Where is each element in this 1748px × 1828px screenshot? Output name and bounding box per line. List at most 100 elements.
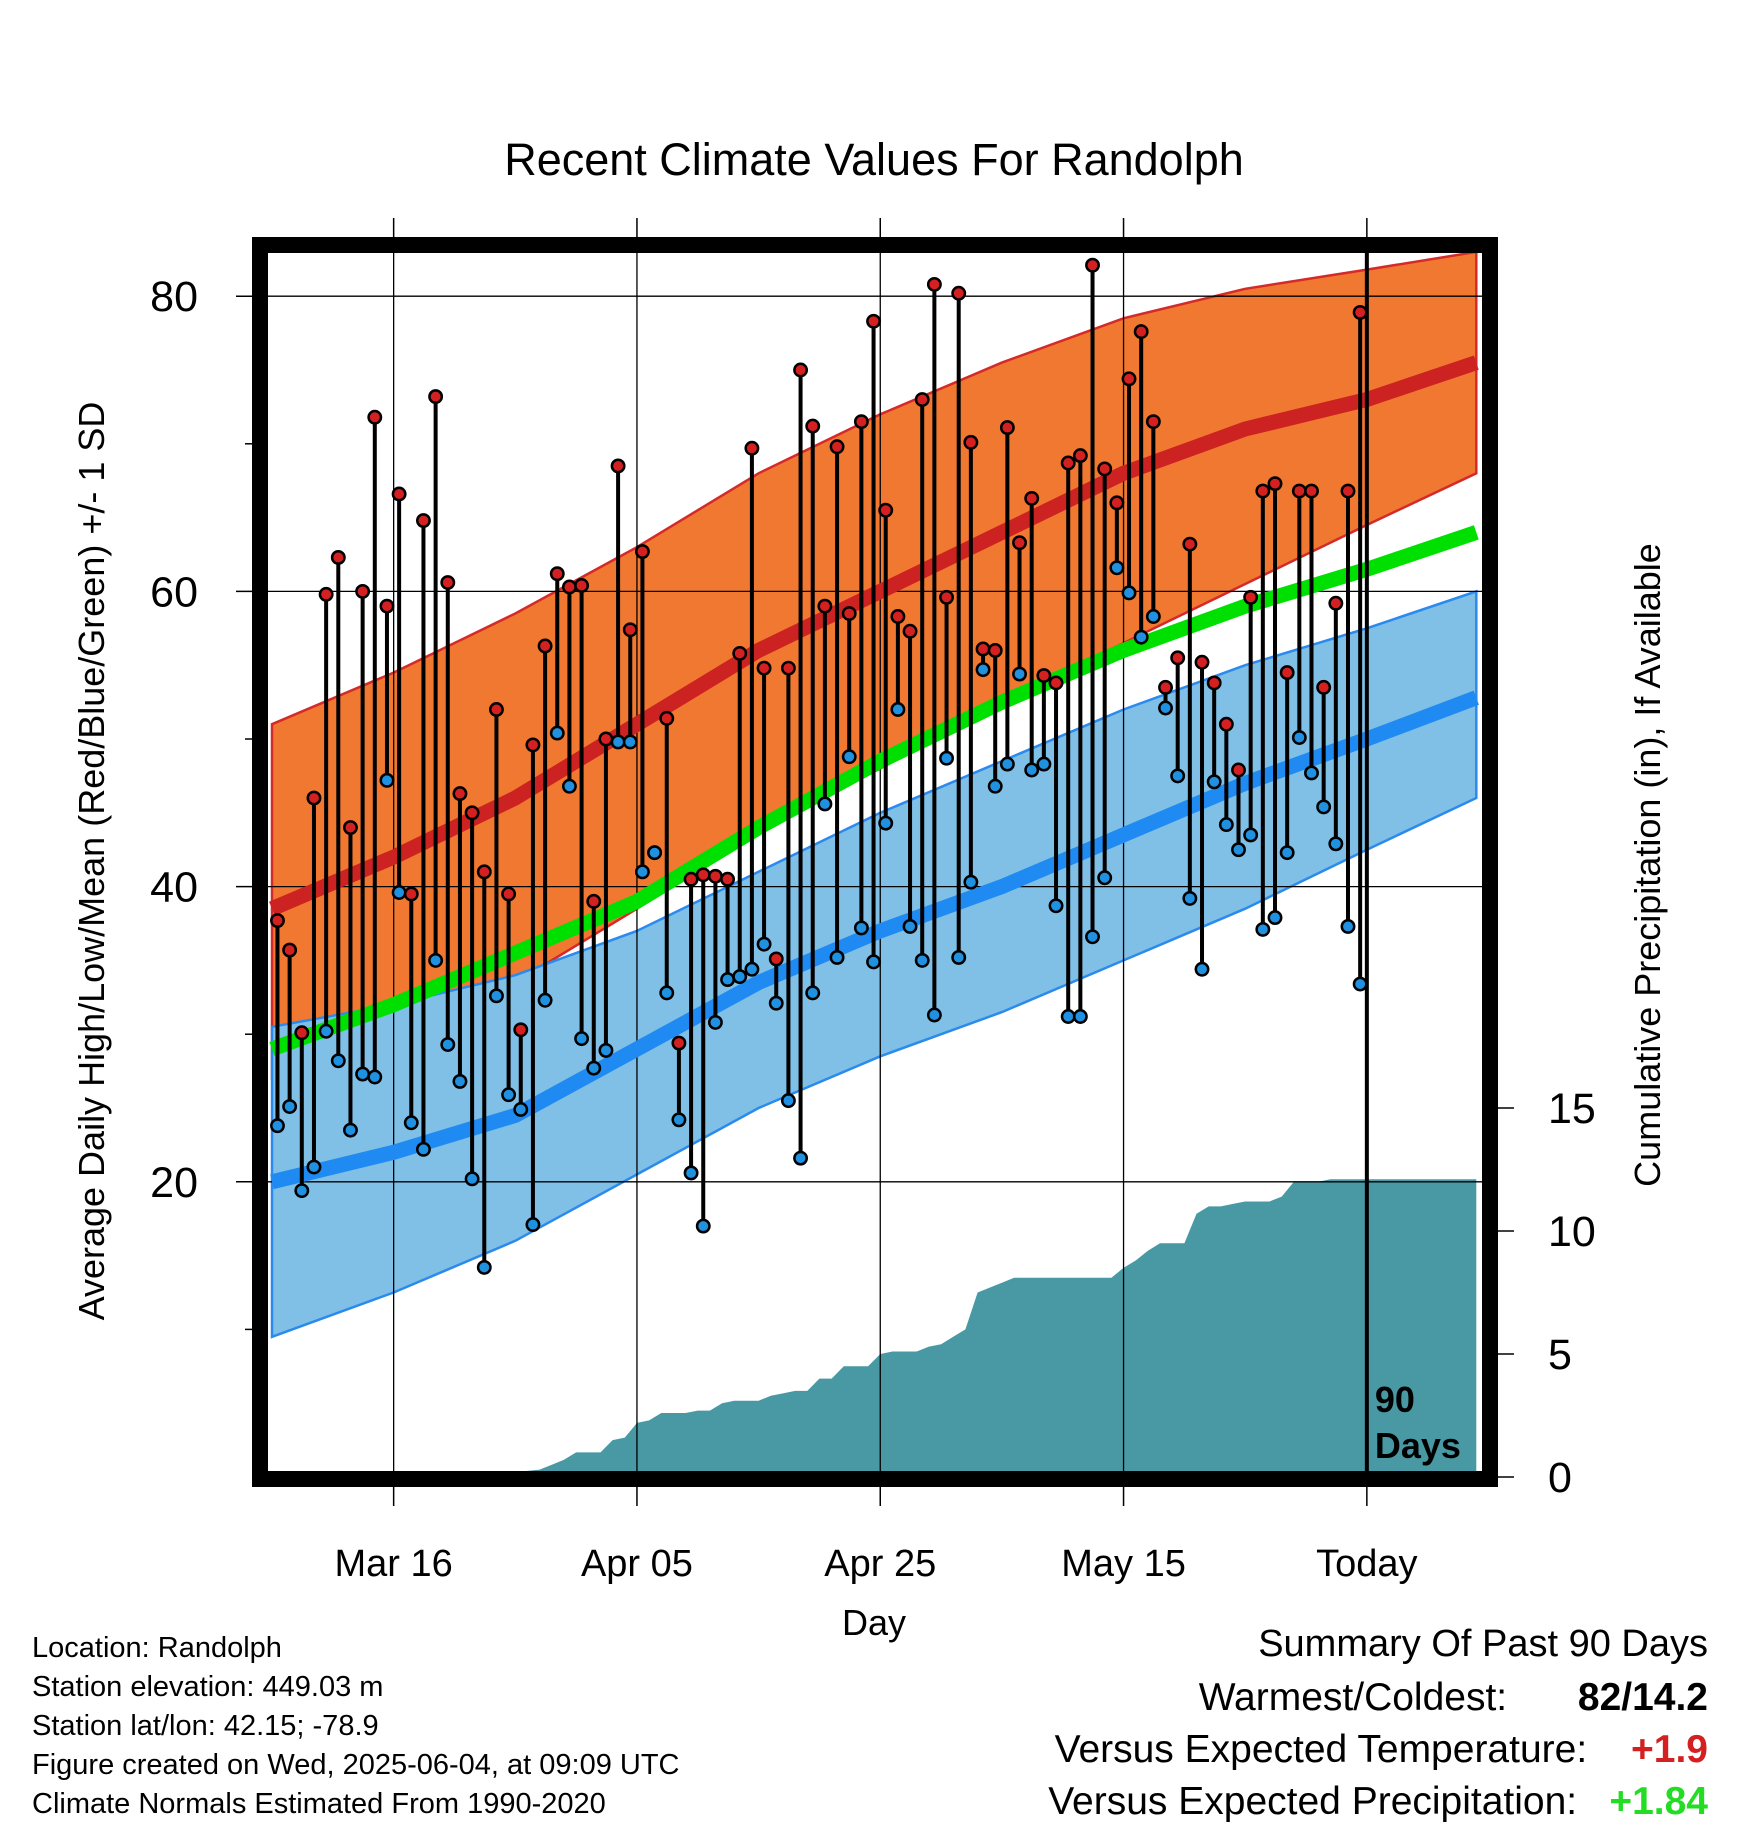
daily-low-point bbox=[1316, 799, 1332, 815]
location-text: Location: Randolph bbox=[32, 1632, 282, 1664]
daily-high-point bbox=[732, 645, 748, 661]
precip-value: +1.84 bbox=[1609, 1780, 1708, 1823]
latlon-text: Station lat/lon: 42.15; -78.9 bbox=[32, 1710, 379, 1742]
daily-high-point bbox=[1279, 665, 1295, 681]
daily-low-point bbox=[367, 1069, 383, 1085]
daily-high-point bbox=[939, 589, 954, 605]
plot-frame bbox=[252, 237, 1498, 1487]
daily-low-point bbox=[403, 1115, 419, 1131]
daily-high-point bbox=[561, 579, 577, 595]
daily-low-point bbox=[671, 1112, 687, 1128]
daily-high-point bbox=[768, 951, 784, 967]
daily-low-point bbox=[1158, 700, 1173, 716]
daily-high-point bbox=[1109, 495, 1125, 511]
daily-high-point bbox=[598, 731, 614, 747]
daily-low-point bbox=[270, 1118, 285, 1134]
daily-high-point bbox=[987, 642, 1003, 658]
daily-high-point bbox=[1060, 455, 1076, 471]
y2-tick-label: 5 bbox=[1548, 1331, 1572, 1379]
daily-high-point bbox=[1182, 536, 1198, 552]
daily-low-point bbox=[659, 985, 675, 1001]
daily-high-point bbox=[805, 418, 821, 434]
daily-low-point bbox=[1231, 842, 1246, 858]
daily-high-point bbox=[1218, 716, 1234, 732]
daily-low-point bbox=[975, 662, 991, 678]
daily-low-point bbox=[999, 756, 1015, 772]
daily-high-point bbox=[379, 598, 395, 614]
daily-high-point bbox=[1170, 650, 1186, 666]
daily-low-point bbox=[1255, 921, 1271, 937]
daily-high-point bbox=[707, 868, 723, 884]
daily-low-point bbox=[878, 815, 894, 831]
x-tick-label: Apr 05 bbox=[581, 1543, 693, 1585]
daily-high-point bbox=[622, 622, 638, 638]
daily-low-point bbox=[695, 1218, 711, 1234]
daily-low-point bbox=[1328, 836, 1344, 852]
daily-low-point bbox=[890, 702, 906, 717]
daily-high-point bbox=[975, 641, 991, 657]
daily-low-point bbox=[939, 750, 954, 766]
daily-high-point bbox=[1243, 589, 1259, 605]
daily-low-point bbox=[793, 1150, 809, 1166]
daily-low-point bbox=[1218, 817, 1234, 833]
daily-low-point bbox=[586, 1060, 602, 1076]
daily-high-point bbox=[476, 864, 492, 880]
daily-low-point bbox=[598, 1042, 614, 1058]
daily-high-point bbox=[853, 414, 869, 430]
daily-high-point bbox=[416, 513, 431, 529]
daily-low-point bbox=[744, 961, 760, 977]
daily-low-point bbox=[1085, 929, 1100, 945]
daily-low-point bbox=[537, 992, 553, 1008]
daily-high-point bbox=[464, 805, 480, 821]
daily-low-point bbox=[549, 725, 565, 741]
daily-low-point bbox=[805, 985, 821, 1001]
y2-tick-label: 15 bbox=[1548, 1085, 1596, 1133]
daily-high-point bbox=[452, 786, 468, 802]
daily-high-point bbox=[1036, 668, 1052, 683]
daily-high-point bbox=[501, 886, 517, 902]
today-days-label: 90 bbox=[1375, 1379, 1415, 1420]
daily-low-point bbox=[634, 864, 650, 880]
daily-high-point bbox=[1255, 483, 1271, 499]
daily-low-point bbox=[561, 778, 577, 794]
y-tick-label: 20 bbox=[150, 1159, 198, 1207]
daily-high-point bbox=[1291, 483, 1307, 499]
daily-high-point bbox=[318, 586, 334, 602]
daily-low-point bbox=[1170, 768, 1186, 784]
daily-high-point bbox=[367, 409, 383, 425]
daily-low-point bbox=[525, 1217, 541, 1233]
daily-low-point bbox=[866, 954, 882, 970]
daily-high-point bbox=[1048, 675, 1064, 691]
daily-low-point bbox=[452, 1073, 468, 1089]
daily-high-point bbox=[1121, 371, 1137, 387]
y-axis-label: Average Daily High/Low/Mean (Red/Blue/Gr… bbox=[71, 402, 112, 1321]
daily-low-point bbox=[1340, 919, 1356, 934]
plot-area: 90 Days bbox=[267, 252, 1483, 1472]
summary-title: Summary Of Past 90 Days bbox=[1258, 1623, 1708, 1665]
daily-high-point bbox=[525, 737, 541, 753]
y-tick-label: 40 bbox=[150, 864, 198, 912]
daily-high-point bbox=[282, 942, 298, 958]
daily-high-point bbox=[902, 623, 918, 639]
daily-high-point bbox=[1133, 324, 1149, 340]
daily-high-point bbox=[683, 871, 699, 887]
daily-low-point bbox=[622, 734, 638, 750]
daily-low-point bbox=[1304, 765, 1319, 781]
daily-low-point bbox=[1133, 629, 1149, 645]
daily-low-point bbox=[1145, 609, 1161, 624]
daily-high-point bbox=[1352, 304, 1368, 320]
daily-low-point bbox=[707, 1014, 723, 1030]
daily-low-point bbox=[476, 1259, 492, 1275]
daily-low-point bbox=[1352, 976, 1368, 992]
x-tick-label: Today bbox=[1316, 1543, 1417, 1585]
daily-high-point bbox=[1206, 675, 1222, 691]
daily-high-point bbox=[330, 550, 346, 565]
today-days-label: Days bbox=[1375, 1425, 1461, 1466]
daily-low-point bbox=[379, 772, 395, 788]
daily-low-point bbox=[829, 949, 845, 965]
daily-low-point bbox=[780, 1093, 796, 1109]
daily-high-point bbox=[1231, 762, 1246, 778]
daily-high-point bbox=[1097, 461, 1113, 477]
x-tick-label: Mar 16 bbox=[335, 1543, 453, 1585]
y2-tick-label: 0 bbox=[1548, 1454, 1572, 1502]
